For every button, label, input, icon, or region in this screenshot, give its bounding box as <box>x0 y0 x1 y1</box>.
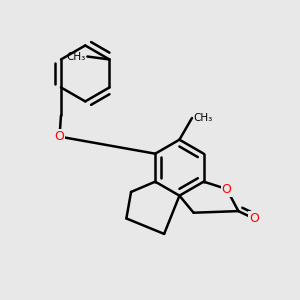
Text: O: O <box>222 182 232 196</box>
Text: CH₃: CH₃ <box>194 113 213 123</box>
Text: O: O <box>55 130 64 143</box>
Text: CH₃: CH₃ <box>67 52 86 61</box>
Text: O: O <box>249 212 259 225</box>
